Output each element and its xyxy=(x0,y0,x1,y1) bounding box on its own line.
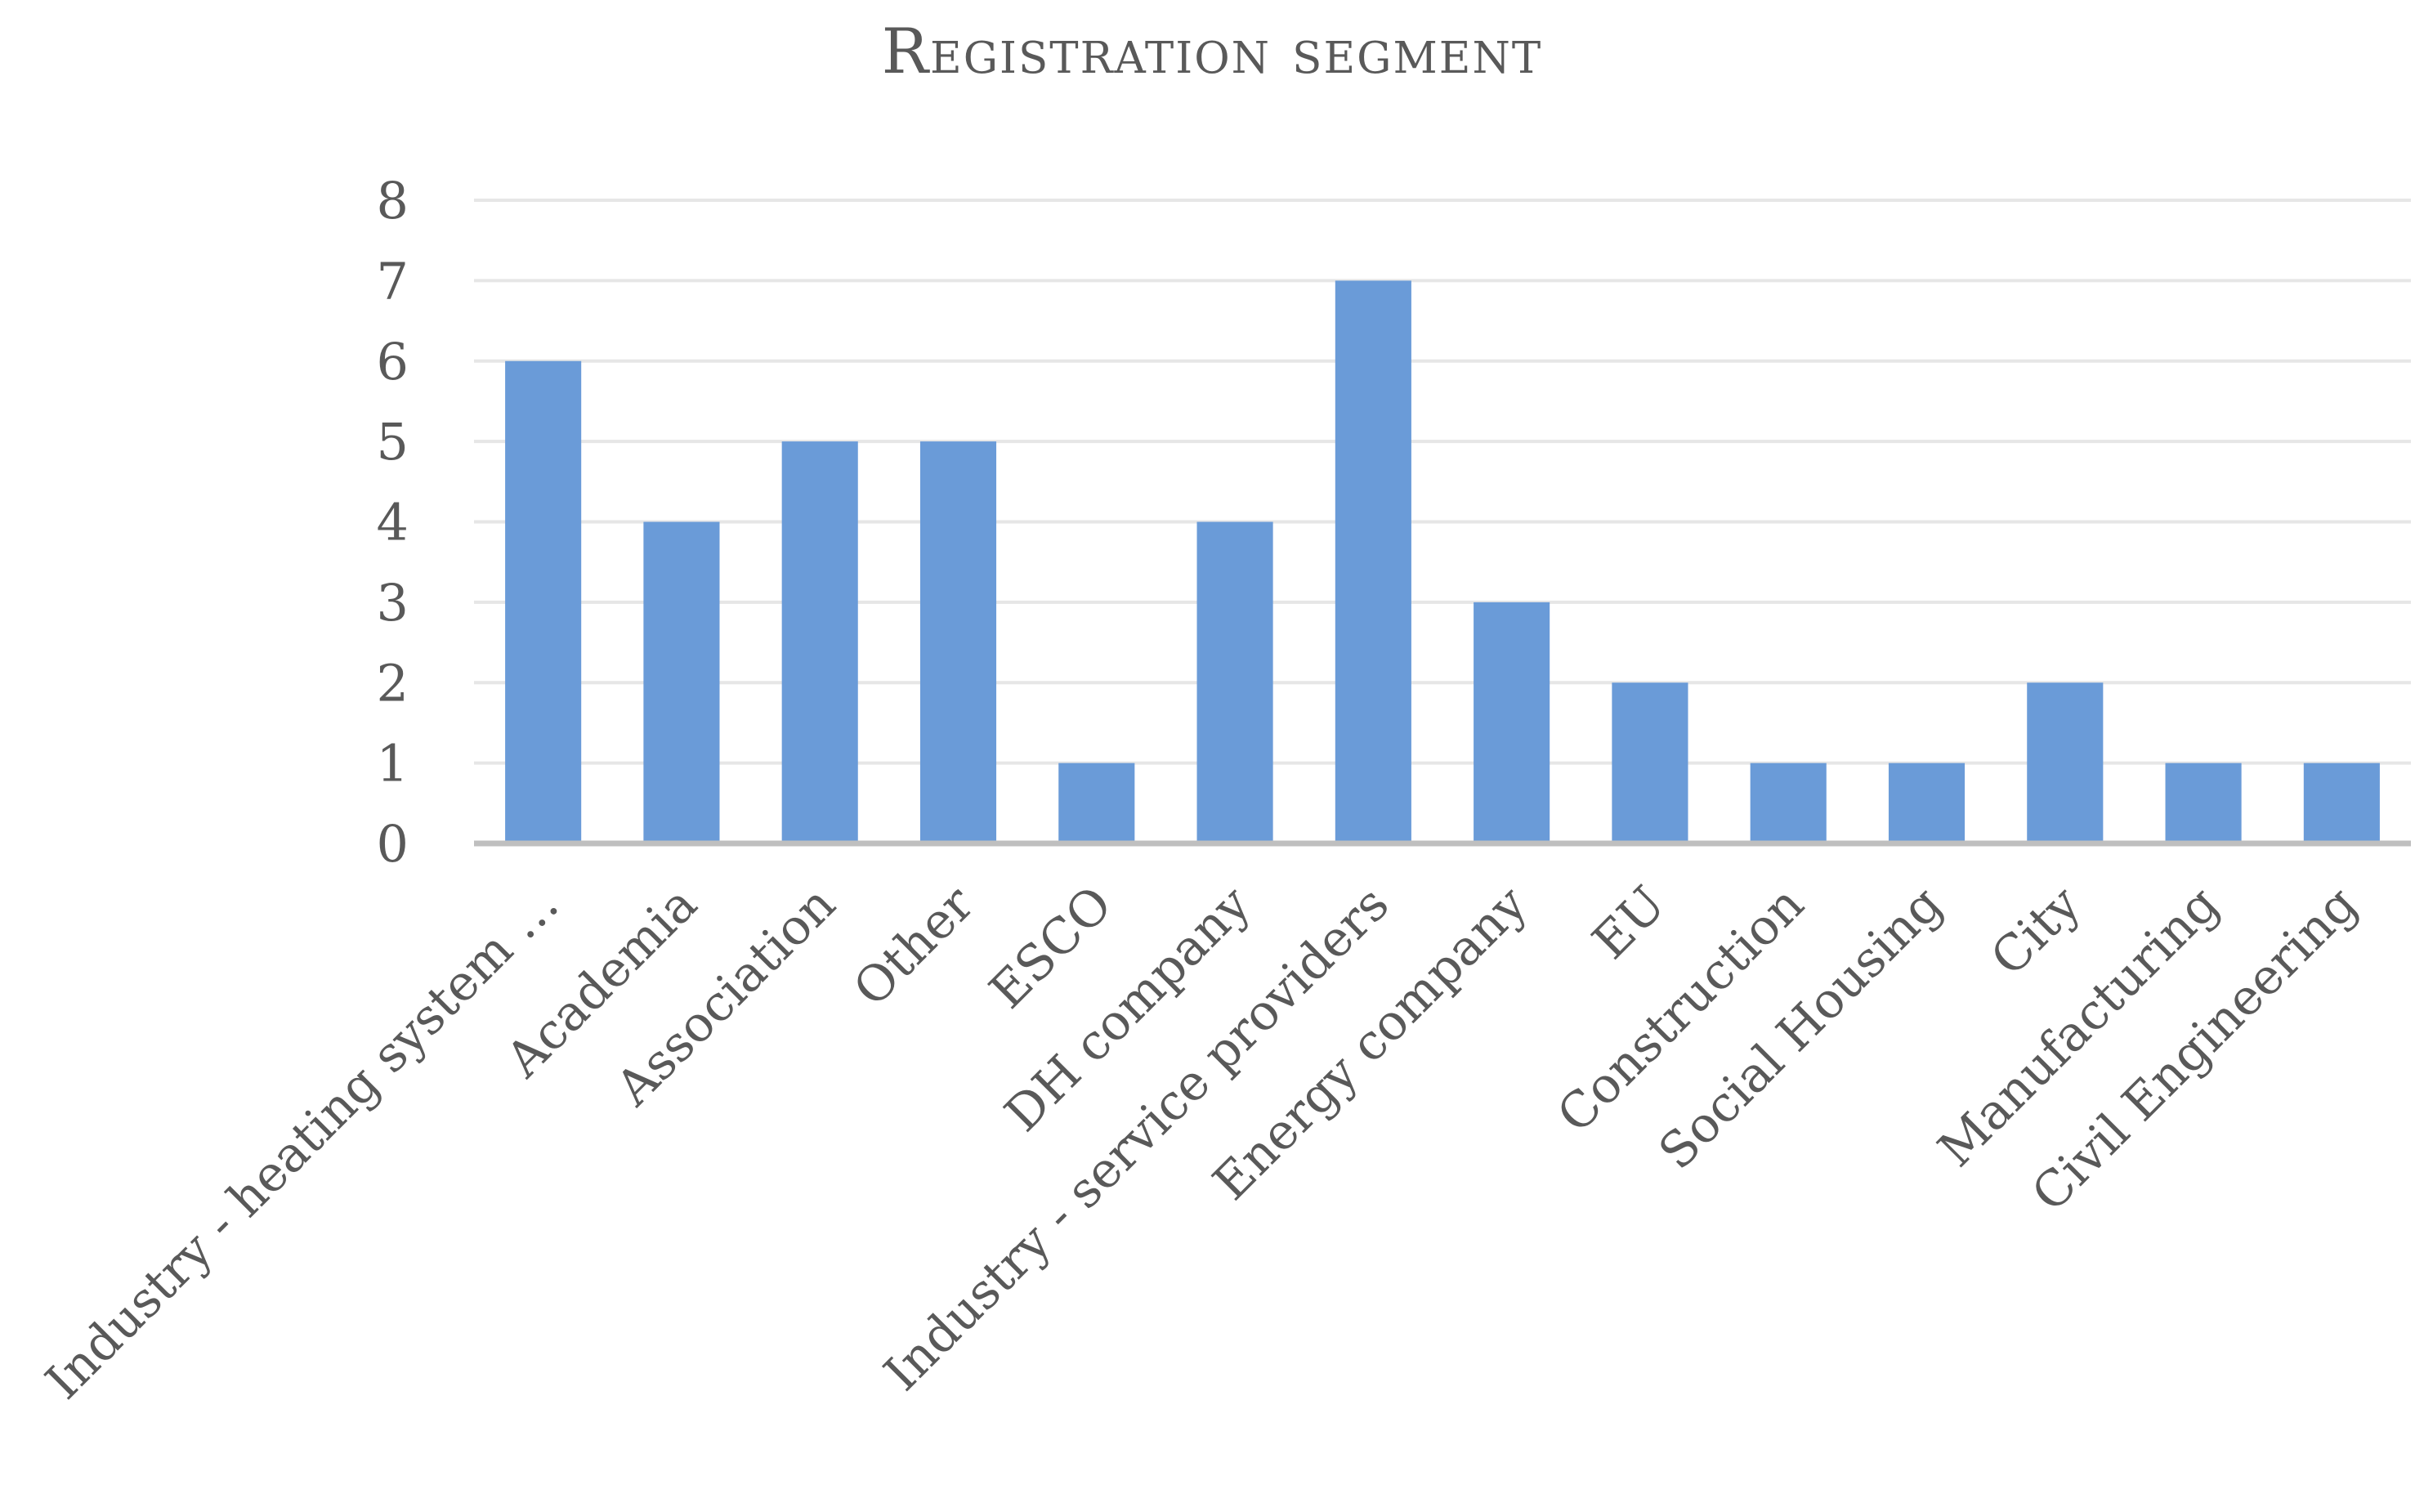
bar xyxy=(1612,682,1688,843)
bar xyxy=(1335,280,1411,843)
y-tick-label: 5 xyxy=(377,412,409,472)
bar xyxy=(1474,602,1550,843)
bar xyxy=(919,441,997,843)
y-tick-label: 3 xyxy=(377,573,409,633)
y-tick-label: 1 xyxy=(377,734,409,794)
bar-layer xyxy=(505,280,2380,843)
x-tick-label: Construction xyxy=(1546,875,1815,1144)
x-tick-label: Industry - service providers xyxy=(874,875,1400,1402)
bar xyxy=(2303,763,2380,843)
bar xyxy=(1196,521,1273,843)
bar xyxy=(1888,763,1966,843)
y-tick-label: 6 xyxy=(377,332,409,391)
y-axis-ticks: 0 1 2 3 4 5 6 7 8 xyxy=(377,171,409,874)
bar xyxy=(2027,682,2104,843)
chart-title: Registration segment xyxy=(881,15,1543,87)
bar xyxy=(781,441,858,843)
bar xyxy=(1750,763,1827,843)
grid-layer xyxy=(474,199,2411,765)
y-tick-label: 7 xyxy=(377,251,409,311)
y-tick-label: 8 xyxy=(377,171,409,230)
x-tick-label: Other xyxy=(843,875,985,1018)
x-tick-label: City xyxy=(1980,875,2092,987)
x-tick-label: DH company xyxy=(994,875,1261,1143)
y-tick-label: 2 xyxy=(377,653,409,713)
bar xyxy=(643,521,720,843)
x-tick-label: EU xyxy=(1581,875,1676,970)
bar xyxy=(1058,763,1135,843)
bar xyxy=(505,360,582,843)
y-tick-label: 0 xyxy=(377,814,409,874)
bar xyxy=(2165,763,2242,843)
x-tick-label: Industry - heating system … xyxy=(35,875,570,1411)
y-tick-label: 4 xyxy=(377,493,409,552)
x-axis-ticks: Industry - heating system …AcademiaAssoc… xyxy=(35,875,2368,1411)
